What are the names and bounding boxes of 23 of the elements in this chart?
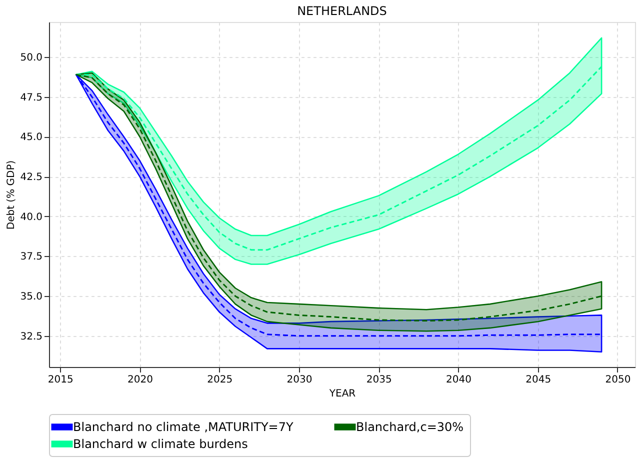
legend-label: Blanchard,c=30% <box>356 420 464 434</box>
legend-label: Blanchard w climate burdens <box>73 437 248 451</box>
x-tick-label: 2030 <box>286 374 312 386</box>
y-tick-label: 35.0 <box>20 292 42 303</box>
y-tick-label: 37.5 <box>20 252 42 263</box>
y-tick-label: 47.5 <box>20 92 42 104</box>
line-series <box>75 66 602 251</box>
x-axis-title: YEAR <box>328 388 356 400</box>
y-tick-label: 50.0 <box>20 52 42 64</box>
y-tick-label: 42.5 <box>20 172 42 184</box>
x-tick-label: 2050 <box>605 374 631 386</box>
x-tick-label: 2040 <box>446 374 472 386</box>
y-axis-title: Debt (% GDP) <box>6 160 18 230</box>
x-tick-label: 2035 <box>366 374 392 386</box>
x-tick-label: 2015 <box>48 374 74 386</box>
x-tick-label: 2045 <box>526 374 552 386</box>
chart-title: NETHERLANDS <box>297 4 387 18</box>
x-tick-label: 2025 <box>207 374 233 386</box>
x-tick-label: 2020 <box>128 374 153 386</box>
legend-label: Blanchard no climate ,MATURITY=7Y <box>73 420 294 434</box>
y-tick-label: 45.0 <box>20 132 42 144</box>
y-tick-label: 40.0 <box>20 212 42 223</box>
y-tick-label: 32.5 <box>20 331 42 342</box>
